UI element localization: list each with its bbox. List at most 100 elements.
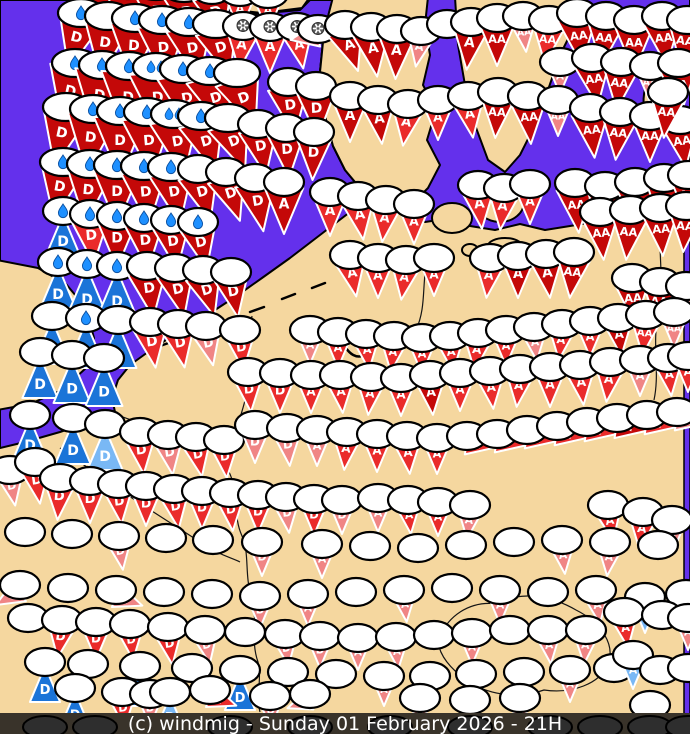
cloud-ellipse-marker [288, 678, 332, 710]
cloud-ellipse-marker [223, 616, 267, 648]
triangle-label: D [69, 29, 84, 47]
cloud-ellipse-marker [266, 656, 310, 688]
triangle-label: A [433, 447, 442, 461]
wind-symbol: A [602, 596, 646, 649]
wind-symbol: D [50, 339, 94, 404]
wind-symbol: D [146, 611, 190, 666]
frisian-island-mark [280, 292, 297, 301]
wind-symbol [170, 652, 214, 684]
triangle-label: D [250, 434, 260, 448]
triangle-label: A [513, 267, 524, 282]
triangle-label: D [282, 437, 293, 452]
caption-layer: (c) windmig - Sunday 01 February 2026 - … [0, 713, 690, 734]
triangle-label: D [98, 384, 110, 400]
wind-symbol: A [318, 359, 362, 414]
wind-symbol [50, 518, 94, 550]
cloud-ellipse-marker [212, 57, 262, 89]
raindrop-icon [80, 310, 92, 326]
dimmed-ellipse-marker [72, 715, 118, 734]
triangle-label: A [620, 620, 631, 635]
raindrop-icon [146, 60, 156, 73]
wind-symbol: AA [624, 299, 668, 356]
raindrop-icon [177, 61, 189, 77]
triangle-label: D [40, 683, 51, 698]
symbol-triangle-group: D [126, 268, 168, 319]
triangle-label: A [342, 36, 357, 55]
cloud-ellipse-marker [396, 532, 440, 564]
triangle-label: AA [667, 324, 682, 335]
triangle-label: D [66, 381, 78, 397]
dimmed-ellipse-marker [665, 715, 690, 734]
dimmed-ellipse-marker [367, 715, 413, 734]
triangle-label: D [235, 339, 247, 355]
cloud-ellipse-marker [526, 614, 570, 646]
triangle-label: D [197, 500, 207, 514]
wind-symbol [142, 576, 186, 608]
cloud-ellipse-marker [209, 256, 253, 288]
triangle-label: D [126, 632, 137, 647]
cloud-ellipse-marker [118, 650, 162, 682]
cloud-ellipse-marker [666, 159, 690, 191]
symbol-triangle-group: D [86, 427, 124, 471]
triangle-label: A [263, 3, 273, 17]
triangle-label: D [54, 124, 69, 142]
triangle-label: D [236, 89, 252, 108]
cloud-ellipse-marker [602, 596, 646, 628]
cloud-ellipse-marker [448, 684, 492, 716]
cloud-ellipse-marker [218, 654, 262, 686]
cloud-ellipse-marker [50, 518, 94, 550]
triangle-label: A [306, 384, 316, 398]
triangle-label: D [219, 449, 230, 464]
cloud-ellipse-marker [218, 314, 262, 346]
cloud-ellipse-marker [0, 569, 42, 601]
wind-symbol: A [588, 526, 632, 577]
triangle-label: A [629, 664, 638, 677]
triangle-label: AA [676, 218, 690, 233]
triangle-label: A [586, 330, 595, 344]
triangle-label: A [265, 39, 276, 55]
wind-symbol: A [666, 602, 690, 651]
cloud-ellipse-marker [292, 116, 336, 148]
cloud-ellipse-marker [588, 526, 632, 558]
cloud-ellipse-marker [398, 682, 442, 714]
wind-symbol: A [384, 244, 428, 301]
cloud-ellipse-marker [448, 489, 492, 521]
triangle-label: D [307, 145, 319, 161]
triangle-label: A [341, 441, 352, 456]
symbol-triangle-group: D [28, 665, 62, 703]
wind-symbol: D [238, 580, 282, 629]
wind-symbol: A [356, 84, 400, 145]
wind-symbol: A [286, 678, 332, 711]
triangle-label: D [185, 40, 199, 58]
triangle-label: AA [538, 32, 557, 47]
wind-symbol [334, 576, 378, 608]
cloud-ellipse-marker [314, 658, 358, 690]
raindrop-icon [111, 157, 123, 173]
wind-symbol: A [478, 574, 522, 625]
triangle-label: A [603, 371, 615, 387]
wind-symbol: D [108, 608, 152, 661]
triangle-label: A [576, 374, 588, 390]
triangle-label: A [514, 378, 525, 393]
wind-symbol: AA [568, 92, 612, 159]
cloud-ellipse-marker [320, 484, 364, 516]
raindrop-icon [156, 12, 168, 28]
island [431, 202, 473, 234]
triangle-label: D [139, 232, 152, 249]
triangle-label: A [367, 40, 380, 57]
triangle-label: D [145, 333, 159, 350]
triangle-label: D [6, 478, 18, 493]
wind-symbol: A [498, 353, 542, 408]
raindrop-icon [164, 107, 174, 120]
cloud-ellipse-marker [586, 489, 630, 521]
caption-text: (c) windmig - Sunday 01 February 2026 - … [128, 713, 562, 734]
wind-symbol: D [218, 654, 262, 711]
triangle-label: A [455, 382, 465, 396]
wind-symbol: D [152, 473, 196, 530]
dimmed-ellipse-marker [22, 715, 68, 734]
wind-symbol: A [295, 414, 339, 467]
cloud-ellipse-marker [665, 4, 690, 36]
triangle-label: AA [582, 122, 601, 138]
cloud-ellipse-marker [191, 524, 235, 556]
triangle-label: D [139, 184, 152, 201]
